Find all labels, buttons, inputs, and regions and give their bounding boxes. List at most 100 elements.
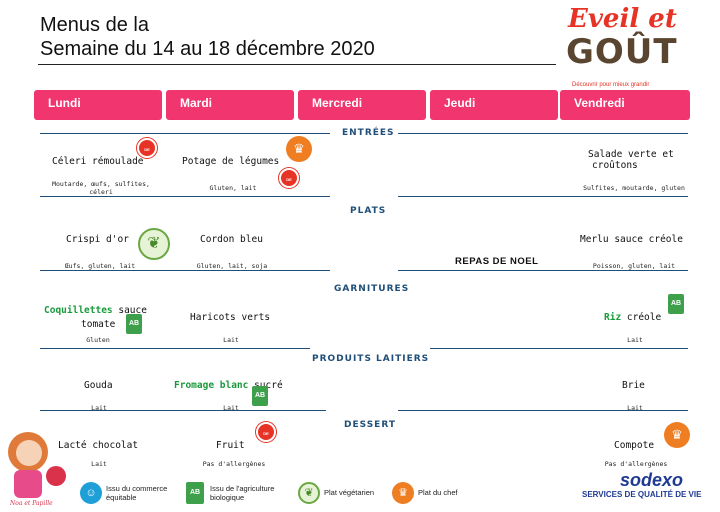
allergens-plat-lundi: Œufs, gluten, lait bbox=[64, 262, 136, 270]
row-rule bbox=[398, 270, 688, 271]
chef-hat-icon: ♛ bbox=[392, 482, 414, 504]
allergens-garniture-mardi: Lait bbox=[223, 336, 239, 344]
chef-hat-icon: ♛ bbox=[293, 141, 305, 156]
sodexo-tagline: SERVICES DE QUALITÉ DE VIE bbox=[582, 490, 702, 499]
title-underline bbox=[38, 64, 556, 65]
organic-ab-icon: AB bbox=[186, 482, 204, 504]
dish-entree-lundi: Céleri rémoulade bbox=[52, 156, 144, 167]
dish-dessert-vendredi: Compote bbox=[614, 440, 655, 451]
day-header-jeudi: Jeudi bbox=[430, 90, 558, 120]
allergens-garniture-vendredi: Lait bbox=[627, 336, 643, 344]
legend-vegetarien: ❦ Plat végétarien bbox=[298, 480, 388, 506]
section-garnitures-title: GARNITURES bbox=[334, 284, 410, 294]
dish-dessert-mardi: Fruit bbox=[216, 440, 245, 451]
section-rule bbox=[398, 133, 688, 134]
vegetarian-icon: ❦ bbox=[298, 482, 320, 504]
dish-dessert-lundi: Lacté chocolat bbox=[58, 440, 139, 451]
logo-brand-top: Eveil et bbox=[568, 4, 677, 34]
legend-label: Plat végétarien bbox=[324, 488, 375, 497]
bio-dish-name: Fromage blanc bbox=[174, 380, 249, 391]
allergens-dessert-vendredi: Pas d'allergènes bbox=[604, 460, 668, 468]
mascot-face bbox=[16, 440, 42, 466]
day-header-vendredi: Vendredi bbox=[560, 90, 690, 120]
section-entrees-title: ENTRÉES bbox=[342, 128, 395, 138]
dish-plat-jeudi-noel: REPAS DE NOEL bbox=[455, 256, 539, 267]
bio-dish-name: Riz bbox=[604, 312, 622, 323]
dish-line: Coquillettes sauce bbox=[44, 305, 147, 316]
row-rule bbox=[40, 270, 330, 271]
de-saison-icon: DE SAISON bbox=[137, 138, 157, 172]
chef-hat-icon: ♛ bbox=[671, 427, 683, 442]
dish-plat-mardi: Cordon bleu bbox=[200, 234, 263, 245]
vegetarian-icon: ❦ bbox=[138, 228, 170, 260]
day-header-mardi: Mardi bbox=[166, 90, 294, 120]
legend-commerce-equitable: ☺ Issu du commerce équitable bbox=[80, 480, 180, 506]
radish-icon bbox=[46, 466, 66, 486]
day-header-lundi: Lundi bbox=[34, 90, 162, 120]
logo-brand-bottom: GOÛT bbox=[566, 32, 678, 72]
allergens-line: Moutarde, œufs, sulfites, bbox=[52, 180, 150, 188]
row-rule bbox=[40, 348, 310, 349]
section-rule bbox=[40, 133, 330, 134]
row-rule bbox=[398, 410, 688, 411]
allergens-entree-vendredi: Sulfites, moutarde, gluten bbox=[583, 184, 685, 192]
allergens-garniture-lundi: Gluten bbox=[86, 336, 110, 344]
allergens-laitier-lundi: Lait bbox=[91, 404, 107, 412]
dish-garniture-vendredi: Riz créole bbox=[604, 312, 661, 323]
menu-title-line1: Menus de la bbox=[40, 14, 149, 36]
section-laitiers-title: PRODUITS LAITIERS bbox=[312, 354, 430, 364]
row-rule bbox=[430, 348, 688, 349]
dish-entree-mardi: Potage de légumes bbox=[182, 156, 280, 167]
dish-line: croûtons bbox=[592, 160, 638, 171]
legend-label: Issu de l'agriculture biologique bbox=[210, 484, 275, 502]
plat-du-chef-icon: ♛ bbox=[664, 422, 690, 448]
dish-garniture-mardi: Haricots verts bbox=[190, 312, 271, 323]
allergens-dessert-lundi: Lait bbox=[91, 460, 107, 468]
dish-laitier-lundi: Gouda bbox=[84, 380, 113, 391]
organic-ab-icon: AB bbox=[668, 294, 684, 314]
sodexo-logo: sodexo bbox=[620, 470, 684, 490]
dish-rest: sucré bbox=[254, 380, 283, 391]
dish-line: Salade verte et bbox=[588, 149, 674, 160]
organic-ab-icon: AB bbox=[126, 314, 142, 334]
plat-du-chef-icon: ♛ bbox=[286, 136, 312, 162]
dish-rest: créole bbox=[621, 312, 662, 323]
bio-dish-name: Coquillettes bbox=[44, 305, 113, 316]
row-rule bbox=[40, 196, 330, 197]
dish-line: tomate bbox=[81, 319, 116, 330]
dish-rest: sauce bbox=[112, 305, 147, 316]
noa-et-papille-mascot: Noa et Papille bbox=[2, 428, 76, 512]
section-dessert-title: DESSERT bbox=[344, 420, 396, 430]
logo-tagline: Découvrir pour mieux grandir bbox=[572, 82, 650, 88]
dish-laitier-vendredi: Brie bbox=[622, 380, 645, 391]
mascot-body bbox=[14, 470, 42, 498]
allergens-entree-lundi: Moutarde, œufs, sulfites, céleri bbox=[46, 180, 156, 196]
row-rule bbox=[40, 410, 326, 411]
section-plats-title: PLATS bbox=[350, 206, 387, 216]
menu-title-line2: Semaine du 14 au 18 décembre 2020 bbox=[40, 38, 375, 60]
fair-trade-icon: ☺ bbox=[80, 482, 102, 504]
legend-agriculture-bio: AB Issu de l'agriculture biologique bbox=[186, 480, 296, 506]
mascot-caption: Noa et Papille bbox=[10, 500, 53, 507]
organic-ab-icon: AB bbox=[252, 386, 268, 406]
allergens-line: céleri bbox=[89, 188, 113, 196]
leaf-icon: ❦ bbox=[147, 235, 161, 252]
allergens-plat-vendredi: Poisson, gluten, lait bbox=[592, 262, 676, 270]
legend-plat-du-chef: ♛ Plat du chef bbox=[392, 480, 472, 506]
allergens-dessert-mardi: Pas d'allergènes bbox=[202, 460, 266, 468]
allergens-laitier-vendredi: Lait bbox=[627, 404, 643, 412]
de-saison-icon: DE SAISON bbox=[256, 422, 276, 456]
allergens-laitier-mardi: Lait bbox=[223, 404, 239, 412]
legend-label: Issu du commerce équitable bbox=[106, 484, 168, 502]
dish-garniture-lundi: Coquillettes sauce tomate bbox=[44, 305, 147, 330]
de-saison-icon: DE SAISON bbox=[279, 168, 299, 202]
allergens-entree-mardi: Gluten, lait bbox=[209, 184, 257, 192]
dish-plat-vendredi: Merlu sauce créole bbox=[580, 234, 683, 245]
row-rule bbox=[398, 196, 688, 197]
legend-label: Plat du chef bbox=[418, 488, 458, 497]
day-header-mercredi: Mercredi bbox=[298, 90, 426, 120]
dish-entree-vendredi: Salade verte et croûtons bbox=[588, 149, 674, 171]
allergens-plat-mardi: Gluten, lait, soja bbox=[196, 262, 268, 270]
dish-plat-lundi: Crispi d'or bbox=[66, 234, 129, 245]
dish-laitier-mardi: Fromage blanc sucré bbox=[174, 380, 283, 391]
